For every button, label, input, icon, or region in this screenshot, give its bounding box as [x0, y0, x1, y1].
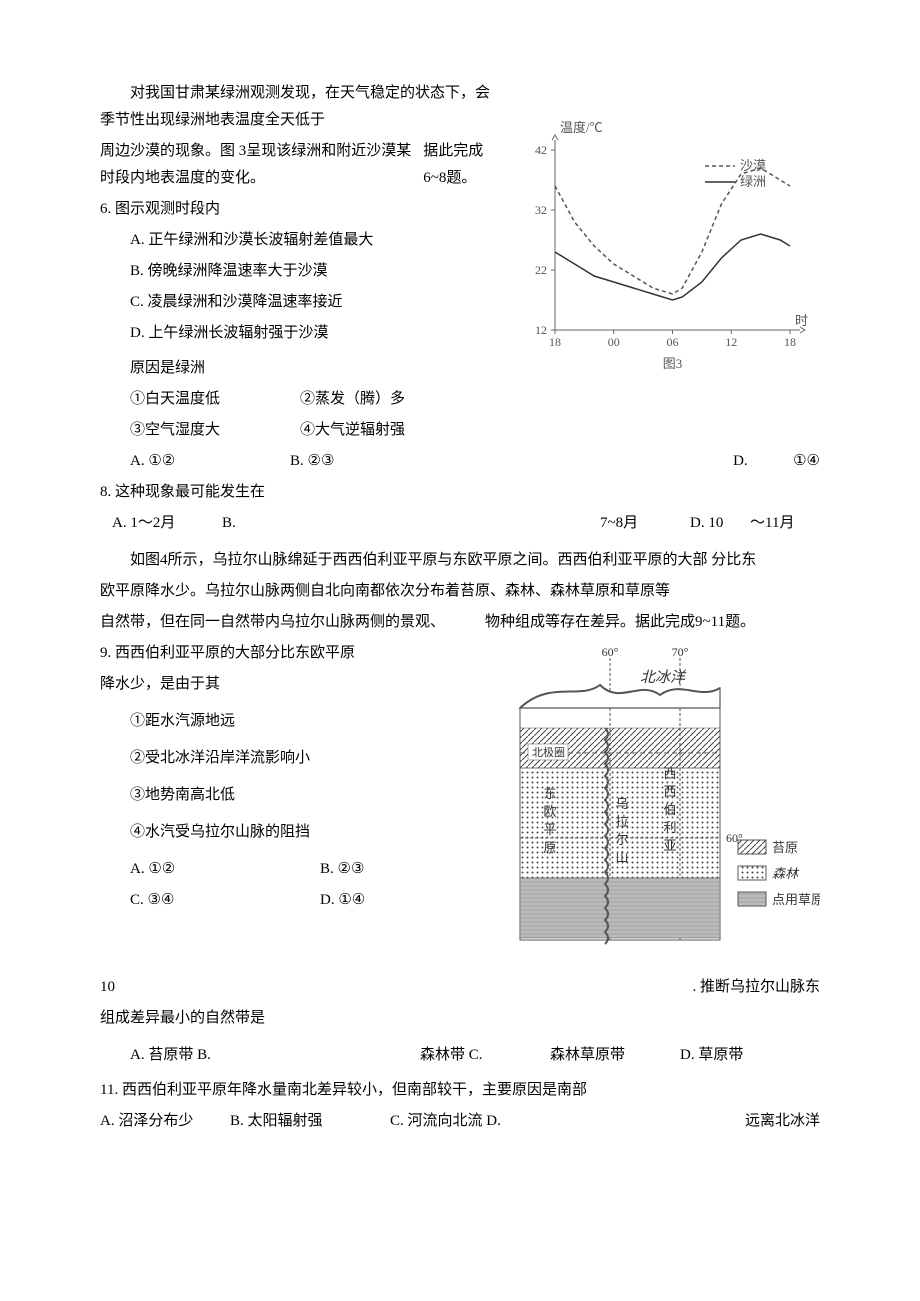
passage2-line1: 如图4所示，乌拉尔山脉绵延于西西伯利亚平原与东欧平原之间。西西伯利亚平原的大部 … — [100, 547, 820, 574]
q8-options: A. 1～2月 B. 7~8月 D. 10 ～11月 — [100, 510, 820, 537]
q7-item2: ②蒸发（腾）多 — [300, 386, 405, 413]
svg-text:12: 12 — [535, 323, 547, 337]
svg-text:温度/℃: 温度/℃ — [560, 120, 603, 135]
svg-text:北极圈: 北极圈 — [532, 745, 565, 759]
svg-text:东: 东 — [543, 786, 556, 801]
q11-options: A. 沼泽分布少 B. 太阳辐射强 C. 河流向北流 D. 远离北冰洋 — [100, 1108, 820, 1135]
q9-opt-a: A. ①② — [130, 856, 320, 883]
q10-num: 10 — [100, 974, 115, 1001]
svg-text:18: 18 — [549, 335, 561, 349]
svg-text:沙漠: 沙漠 — [740, 158, 766, 173]
svg-text:欧: 欧 — [543, 804, 556, 819]
svg-text:绿洲: 绿洲 — [740, 174, 766, 189]
q7-items-row2: ③空气湿度大 ④大气逆辐射强 — [100, 417, 820, 444]
svg-text:12: 12 — [725, 335, 737, 349]
svg-text:乌: 乌 — [615, 796, 628, 811]
q10-line2: 组成差异最小的自然带是 — [100, 1005, 820, 1032]
q11-opt-c: C. 河流向北流 D. — [390, 1108, 560, 1135]
svg-text:利: 利 — [663, 820, 676, 835]
svg-text:22: 22 — [535, 263, 547, 277]
q7-item3: ③空气湿度大 — [130, 417, 260, 444]
passage2-line3-left: 自然带，但在同一自然带内乌拉尔山脉两侧的景观、 — [100, 609, 445, 636]
q8-opt-c: 7~8月 — [600, 510, 690, 537]
figure-3: 423222121800061218温度/℃时沙漠绿洲图3 — [510, 120, 820, 380]
q7-opt-d-value: ①④ — [793, 448, 820, 475]
svg-text:00: 00 — [608, 335, 620, 349]
q8-opt-b: B. — [222, 510, 262, 537]
svg-text:平: 平 — [543, 822, 556, 837]
q7-item1: ①白天温度低 — [130, 386, 260, 413]
passage1-line2-left: 周边沙漠的现象。图 3呈现该绿洲和附近沙漠某时段内地表温度的变化。 — [100, 138, 423, 192]
svg-text:北冰洋: 北冰洋 — [640, 669, 687, 686]
q10-opt-c: 森林草原带 — [550, 1042, 680, 1069]
q8-opt-a: A. 1～2月 — [112, 510, 222, 537]
svg-text:32: 32 — [535, 203, 547, 217]
svg-text:18: 18 — [784, 335, 796, 349]
q9-opt-b: B. ②③ — [320, 856, 364, 883]
svg-text:时: 时 — [795, 313, 808, 328]
q9-options-row2: C. ③④ D. ①④ — [100, 887, 500, 914]
q11-opt-d: 远离北冰洋 — [745, 1108, 820, 1135]
svg-text:山: 山 — [615, 850, 628, 865]
q7-options: A. ①② B. ②③ D. ①④ — [100, 448, 820, 475]
figure-4-map: 60°70°60°北冰洋北极圈东欧平原乌拉尔山西西伯利亚苔原森林点用草原和草原 — [510, 640, 820, 970]
q10-options: A. 苔原带 B. 森林带 C. 森林草原带 D. 草原带 — [100, 1042, 820, 1069]
q11-stem: 11. 西西伯利亚平原年降水量南北差异较小，但南部较干，主要原因是南部 — [100, 1077, 820, 1104]
q9-opt-c: C. ③④ — [130, 887, 320, 914]
passage2-line2: 欧平原降水少。乌拉尔山脉两侧自北向南都依次分布着苔原、森林、森林草原和草原等 — [100, 578, 820, 605]
svg-text:06: 06 — [667, 335, 679, 349]
q7-opt-b: B. ②③ — [290, 448, 490, 475]
svg-text:西: 西 — [663, 784, 676, 799]
q10-opt-b: 森林带 C. — [420, 1042, 550, 1069]
svg-text:西: 西 — [663, 766, 676, 781]
q9-options-row1: A. ①② B. ②③ — [100, 856, 500, 883]
svg-text:70°: 70° — [672, 645, 689, 659]
q8-opt-d-label: D. 10 — [690, 510, 750, 537]
svg-text:苔原: 苔原 — [772, 840, 798, 855]
q10-right: . 推断乌拉尔山脉东 — [692, 974, 820, 1001]
svg-text:尔: 尔 — [615, 832, 628, 847]
q9-opt-d: D. ①④ — [320, 887, 365, 914]
svg-text:原: 原 — [543, 840, 556, 855]
q10-opt-d: D. 草原带 — [680, 1042, 743, 1069]
svg-text:60°: 60° — [602, 645, 619, 659]
q7-opt-d-label: D. — [733, 448, 793, 475]
q8-stem: 8. 这种现象最可能发生在 — [100, 479, 820, 506]
svg-text:拉: 拉 — [615, 814, 628, 829]
svg-text:42: 42 — [535, 143, 547, 157]
passage2-line3: 自然带，但在同一自然带内乌拉尔山脉两侧的景观、 物种组成等存在差异。据此完成9~… — [100, 609, 820, 636]
svg-text:图3: 图3 — [663, 356, 683, 371]
svg-text:点用草原和草原: 点用草原和草原 — [772, 892, 820, 907]
svg-text:森林: 森林 — [772, 866, 800, 881]
q7-items-row1: ①白天温度低 ②蒸发（腾）多 — [100, 386, 820, 413]
q10-opt-ab: A. 苔原带 B. — [130, 1042, 420, 1069]
passage1-line2-right: 据此完成6~8题。 — [423, 138, 500, 192]
q11-opt-b: B. 太阳辐射强 — [230, 1108, 390, 1135]
passage1-line2: 周边沙漠的现象。图 3呈现该绿洲和附近沙漠某时段内地表温度的变化。 据此完成6~… — [100, 138, 500, 192]
q7-item4: ④大气逆辐射强 — [300, 417, 405, 444]
q7-opt-a: A. ①② — [130, 448, 290, 475]
q10-line1: 10 . 推断乌拉尔山脉东 — [100, 974, 820, 1001]
svg-text:伯: 伯 — [663, 802, 676, 817]
svg-text:亚: 亚 — [663, 838, 676, 853]
passage2-line3-right: 物种组成等存在差异。据此完成9~11题。 — [485, 609, 755, 636]
q11-opt-a: A. 沼泽分布少 — [100, 1108, 230, 1135]
q8-opt-d-value: ～11月 — [750, 510, 820, 537]
